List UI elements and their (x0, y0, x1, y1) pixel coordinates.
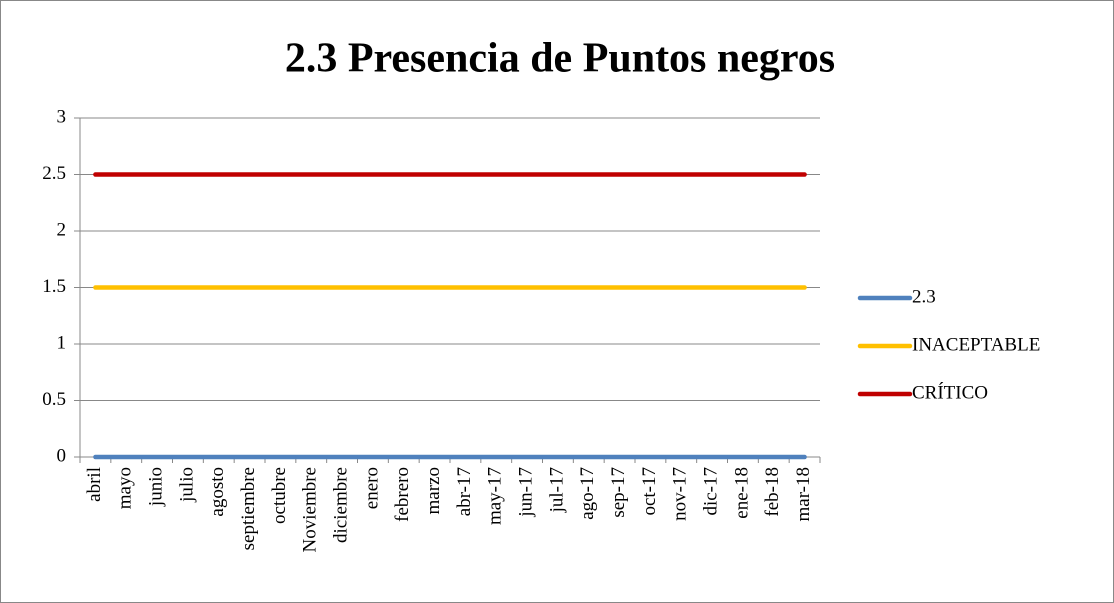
y-tick-label: 3 (57, 106, 67, 127)
legend-label: INACEPTABLE (912, 334, 1040, 355)
x-tick-label: may-17 (485, 467, 506, 525)
x-tick-label: sep-17 (608, 467, 629, 518)
x-tick-label: agosto (207, 467, 228, 517)
chart-title: 2.3 Presencia de Puntos negros (285, 36, 835, 82)
x-tick-label: ene-18 (731, 467, 752, 519)
x-tick-label: ago-17 (577, 467, 598, 520)
x-tick-label: feb-18 (762, 467, 783, 517)
x-tick-label: jun-17 (515, 467, 536, 518)
x-tick-label: dic-17 (700, 467, 721, 516)
x-tick-label: junio (145, 467, 166, 507)
x-tick-label: nov-17 (670, 467, 691, 521)
x-tick-label: septiembre (238, 467, 259, 550)
y-tick-label: 0.5 (42, 389, 66, 410)
x-tick-label: octubre (269, 467, 290, 524)
y-tick-label: 1.5 (42, 276, 66, 297)
legend-label: 2.3 (912, 286, 936, 307)
x-tick-label: abr-17 (454, 467, 475, 516)
x-tick-label: enero (361, 467, 382, 509)
x-tick-label: mayo (115, 467, 136, 509)
y-tick-label: 0 (57, 445, 67, 466)
x-tick-label: mar-18 (793, 467, 814, 522)
x-tick-label: oct-17 (639, 467, 660, 516)
x-tick-label: marzo (423, 467, 444, 514)
y-tick-label: 2 (57, 219, 67, 240)
x-tick-label: Noviembre (300, 467, 321, 552)
x-tick-label: febrero (392, 467, 413, 522)
x-tick-label: diciembre (330, 467, 351, 543)
y-tick-label: 2.5 (42, 163, 66, 184)
y-tick-label: 1 (57, 332, 67, 353)
x-tick-label: jul-17 (546, 467, 567, 513)
x-tick-label: abril (84, 467, 105, 502)
legend-label: CRÍTICO (912, 381, 988, 403)
x-tick-label: julio (176, 467, 197, 503)
